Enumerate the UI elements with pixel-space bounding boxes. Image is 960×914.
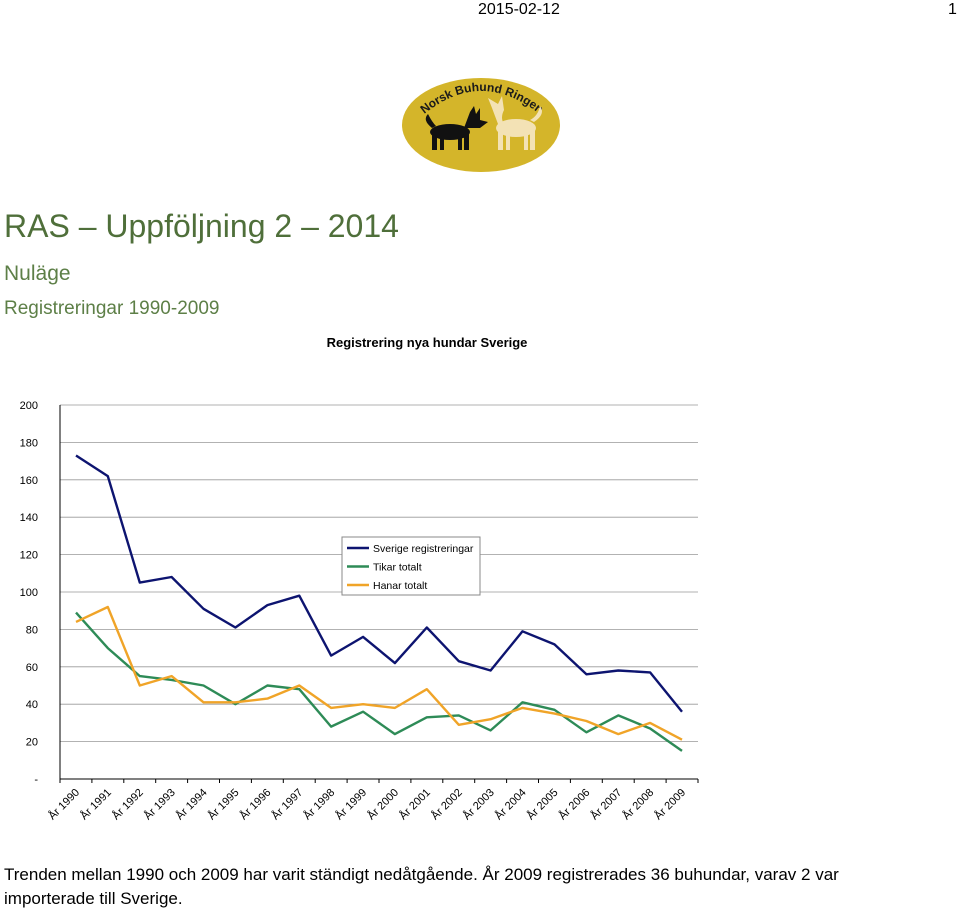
x-tick-label: År 1990	[46, 786, 82, 822]
y-tick-label: 40	[26, 699, 38, 711]
y-tick-label: -	[34, 774, 38, 786]
slide-title: RAS – Uppföljning 2 – 2014	[4, 208, 399, 244]
norsk-buhund-ringen-logo: Norsk Buhund Ringen	[400, 76, 562, 174]
registration-line-chart: Registrering nya hundar Sverige - 20 40 60 80…	[20, 335, 699, 822]
legend-label: Tikar totalt	[373, 562, 422, 574]
y-tick-label: 160	[20, 475, 38, 487]
series-line-2	[75, 611, 683, 752]
x-tick-label: År 2008	[620, 786, 656, 822]
y-tick-label: 80	[26, 624, 38, 636]
x-tick-label: År 2006	[556, 786, 592, 822]
x-tick-label: År 2003	[460, 786, 496, 822]
x-tick-label: År 2001	[397, 786, 433, 822]
x-tick-label: År 1998	[301, 786, 337, 822]
x-tick-label: År 1994	[173, 786, 209, 822]
x-tick-label: År 2002	[428, 786, 464, 822]
page-number: 1	[948, 1, 957, 18]
x-tick-label: År 2000	[365, 786, 401, 822]
cream-dog-icon	[488, 96, 542, 150]
y-tick-label: 140	[20, 512, 38, 524]
y-tick-label: 200	[20, 400, 38, 412]
x-tick-label: År 1991	[78, 786, 114, 822]
series-line-3	[75, 605, 683, 741]
y-tick-label: 180	[20, 437, 38, 449]
slide-subtitle: Nuläge	[4, 262, 71, 285]
x-tick-label: År 2007	[588, 786, 624, 822]
x-tick-label: År 1995	[205, 786, 241, 822]
slide-caption: Trenden mellan 1990 och 2009 har varit s…	[4, 865, 839, 908]
x-tick-label: År 1992	[109, 786, 145, 822]
legend-label: Sverige registreringar	[373, 543, 474, 555]
x-tick-label: År 1996	[237, 786, 273, 822]
header-date: 2015-02-12	[478, 1, 560, 18]
y-tick-label: 60	[26, 662, 38, 674]
x-tick-label: År 1999	[333, 786, 369, 822]
black-dog-icon	[425, 106, 488, 150]
slide-subsubtitle: Registreringar 1990-2009	[4, 298, 220, 319]
series-line-1	[75, 454, 683, 713]
x-tick-label: År 1993	[141, 786, 177, 822]
x-tick-label: År 1997	[269, 786, 305, 822]
x-tick-label: År 2009	[652, 786, 688, 822]
y-tick-label: 120	[20, 550, 38, 562]
x-tick-label: År 2004	[492, 786, 528, 822]
y-tick-label: 20	[26, 737, 38, 749]
chart-title: Registrering nya hundar Sverige	[327, 335, 528, 350]
x-tick-label: År 2005	[524, 786, 560, 822]
legend-label: Hanar totalt	[373, 580, 427, 592]
y-tick-label: 100	[20, 587, 38, 599]
